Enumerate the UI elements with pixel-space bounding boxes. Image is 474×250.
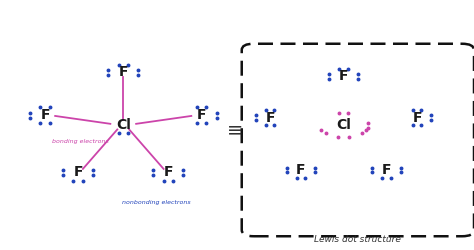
Text: F: F — [164, 166, 173, 179]
Text: F: F — [382, 163, 391, 177]
Text: Lewis dot structure: Lewis dot structure — [314, 235, 401, 244]
Text: nonbonding electrons: nonbonding electrons — [122, 200, 191, 205]
Text: F: F — [197, 108, 206, 122]
Text: bonding electrons: bonding electrons — [52, 139, 109, 144]
Text: F: F — [339, 69, 348, 83]
Text: ≡: ≡ — [228, 120, 244, 140]
Text: F: F — [412, 110, 422, 124]
Text: Cl: Cl — [336, 118, 351, 132]
Text: F: F — [73, 166, 83, 179]
Text: F: F — [265, 110, 275, 124]
Text: F: F — [296, 163, 306, 177]
Text: Cl: Cl — [116, 118, 131, 132]
Text: F: F — [40, 108, 50, 122]
Text: F: F — [118, 66, 128, 80]
